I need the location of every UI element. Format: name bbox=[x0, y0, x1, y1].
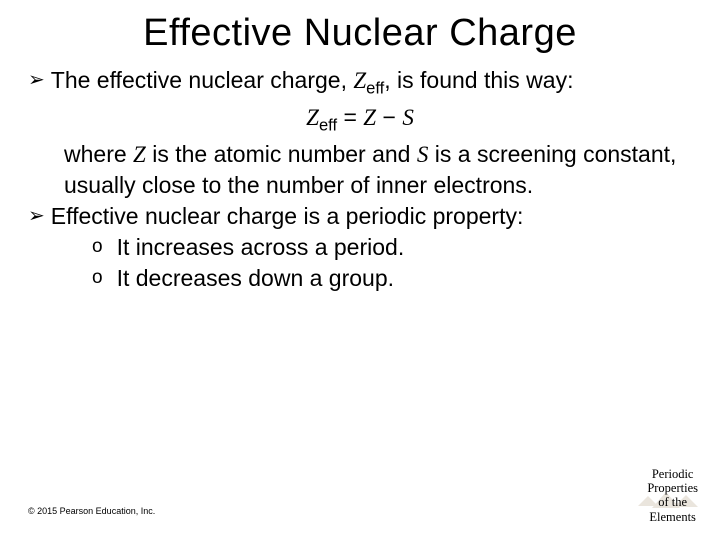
eq-minus: − bbox=[376, 104, 402, 130]
sub-bullet-1: o It increases across a period. bbox=[28, 232, 692, 263]
b1-sub: eff bbox=[366, 79, 384, 98]
equation: Zeff = Z − S bbox=[28, 102, 692, 137]
bullet-1: ➢ The effective nuclear charge, Zeff, is… bbox=[28, 65, 692, 100]
b1c-mid: is the atomic number and bbox=[146, 141, 417, 167]
b1-z: Z bbox=[353, 68, 366, 93]
bullet-1-text: The effective nuclear charge, Zeff, is f… bbox=[51, 65, 692, 100]
corner-l4: Elements bbox=[647, 510, 698, 524]
bullet-2-text: Effective nuclear charge is a periodic p… bbox=[51, 201, 692, 232]
b1c-s: S bbox=[417, 142, 429, 167]
slide-content: ➢ The effective nuclear charge, Zeff, is… bbox=[28, 65, 692, 294]
sub-bullet-2: o It decreases down a group. bbox=[28, 263, 692, 294]
b1c-z: Z bbox=[133, 142, 146, 167]
b1c-prefix: where bbox=[64, 141, 133, 167]
eq-z2: Z bbox=[363, 105, 376, 130]
eq-z1: Z bbox=[306, 105, 319, 130]
eq-s: S bbox=[402, 105, 414, 130]
circle-icon: o bbox=[92, 263, 103, 293]
circle-icon: o bbox=[92, 232, 103, 262]
slide-title: Effective Nuclear Charge bbox=[28, 12, 692, 55]
corner-l2: Properties bbox=[647, 481, 698, 495]
sub2-text: It decreases down a group. bbox=[117, 263, 394, 294]
bullet-1-continuation: where Z is the atomic number and S is a … bbox=[28, 139, 692, 201]
copyright-text: © 2015 Pearson Education, Inc. bbox=[28, 506, 155, 516]
b1-suffix: , is found this way: bbox=[384, 67, 573, 93]
eq-sub: eff bbox=[319, 116, 337, 135]
arrow-icon: ➢ bbox=[28, 65, 45, 95]
slide-container: Effective Nuclear Charge ➢ The effective… bbox=[0, 0, 720, 540]
corner-l1: Periodic bbox=[647, 467, 698, 481]
sub1-text: It increases across a period. bbox=[117, 232, 405, 263]
b1-prefix: The effective nuclear charge, bbox=[51, 67, 354, 93]
arrow-icon: ➢ bbox=[28, 201, 45, 231]
eq-eq: = bbox=[337, 104, 363, 130]
bullet-2: ➢ Effective nuclear charge is a periodic… bbox=[28, 201, 692, 232]
corner-l3: of the bbox=[647, 495, 698, 509]
corner-label: Periodic Properties of the Elements bbox=[647, 467, 698, 525]
